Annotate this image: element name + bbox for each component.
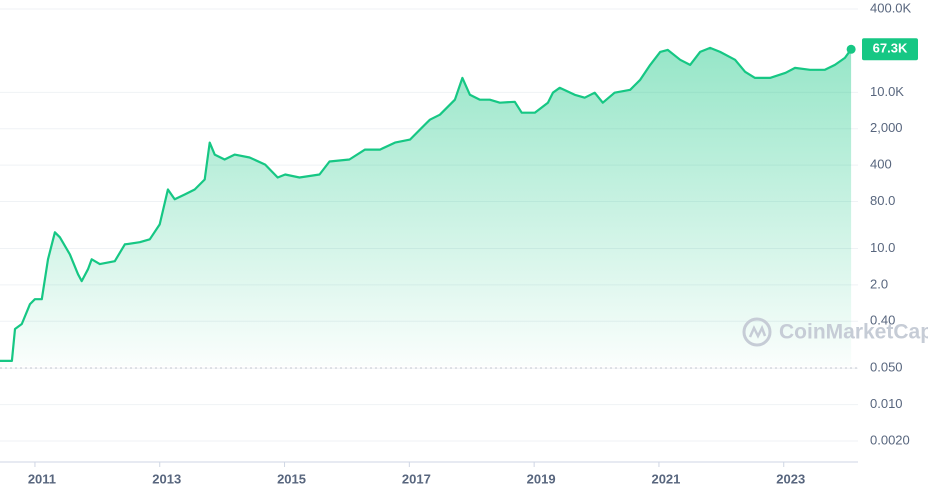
value-badge — [862, 38, 918, 61]
x-tick-label: 2013 — [152, 471, 181, 486]
y-tick-label: 400 — [870, 157, 892, 172]
y-tick-label: 10.0K — [870, 84, 904, 99]
watermark: CoinMarketCap — [779, 321, 928, 344]
x-tick-label: 2023 — [776, 471, 805, 486]
y-tick-label: 0.40 — [870, 313, 895, 328]
area — [0, 47, 852, 367]
x-tick-label: 2011 — [28, 471, 56, 486]
y-tick-label: 0.050 — [870, 360, 903, 375]
price-line — [0, 46, 852, 362]
y-tick-label: 0.0020 — [870, 432, 910, 447]
x-tick-label: 2019 — [527, 471, 556, 486]
y-tick-label: 0.010 — [870, 396, 903, 411]
x-tick-label: 2021 — [651, 471, 680, 486]
x-tick-label: 2017 — [402, 471, 431, 486]
y-tick-label: 10.0 — [870, 240, 895, 255]
y-tick-label: 400.0K — [870, 0, 912, 15]
y-tick-label: 2.0 — [870, 276, 888, 291]
watermark-logo — [742, 317, 772, 347]
y-tick-label: 2,000 — [870, 120, 903, 135]
x-tick-label: 2015 — [277, 471, 306, 486]
y-tick-label: 80.0 — [870, 193, 895, 208]
value-badge-label: 67.3K — [873, 41, 908, 56]
last-point — [846, 44, 856, 54]
